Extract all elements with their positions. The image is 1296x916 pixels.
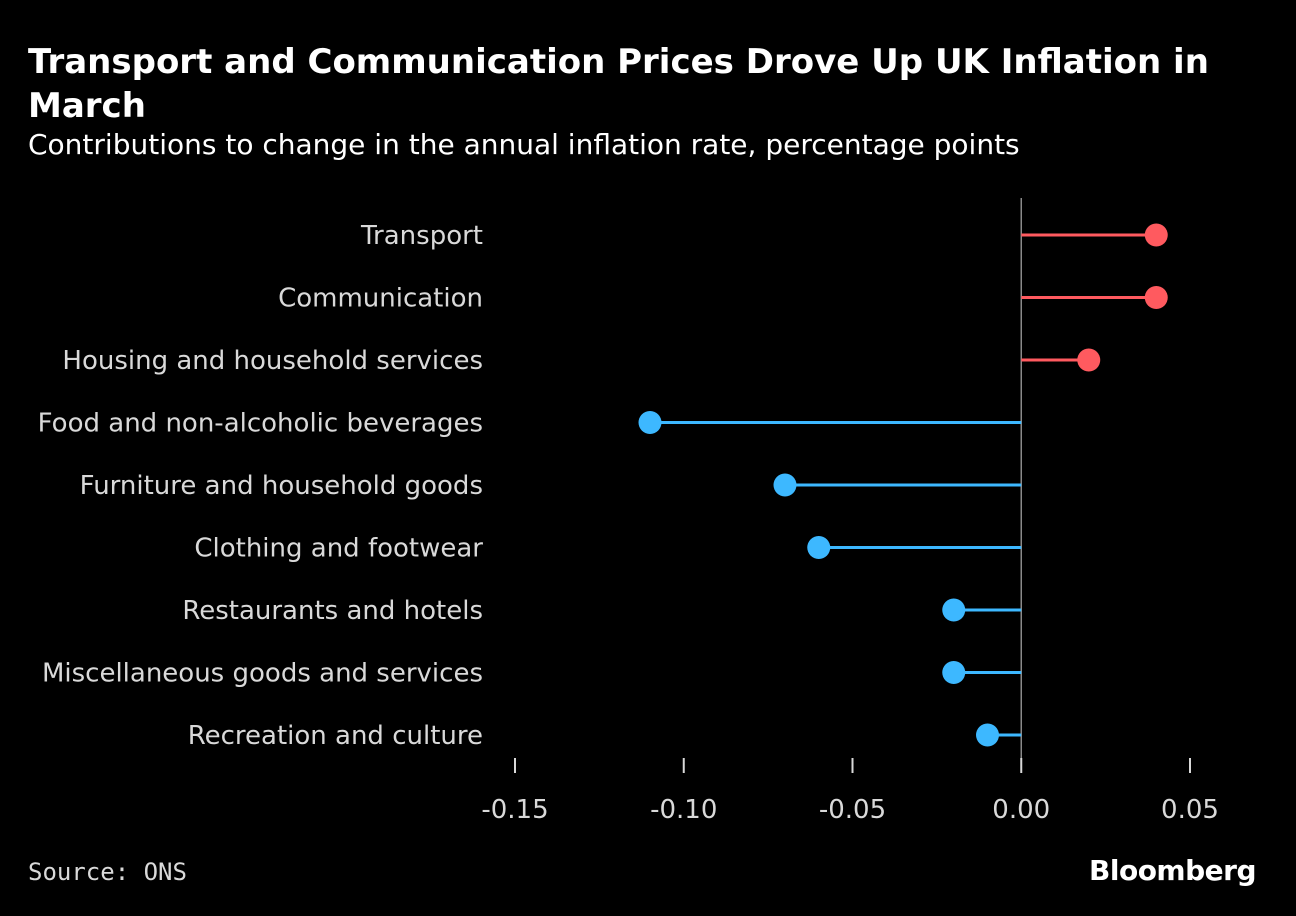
category-label: Communication — [278, 284, 483, 314]
x-tick-label: -0.05 — [819, 795, 886, 825]
lollipop-dot — [942, 598, 966, 622]
lollipop-dot — [976, 723, 999, 747]
category-label: Clothing and footwear — [194, 534, 483, 564]
lollipop-dot — [1144, 286, 1168, 309]
chart-title: Transport and Communication Prices Drove… — [28, 42, 1209, 126]
lollipop-dot — [1077, 348, 1101, 372]
lollipop-dot — [638, 411, 662, 434]
x-tick-label: -0.15 — [481, 795, 548, 825]
category-label: Miscellaneous goods and services — [42, 659, 483, 689]
category-label: Housing and household services — [62, 346, 483, 376]
chart-subtitle: Contributions to change in the annual in… — [28, 128, 1020, 161]
category-label: Furniture and household goods — [80, 471, 483, 501]
bloomberg-logo: Bloomberg — [1089, 854, 1256, 887]
x-tick-label: -0.10 — [650, 795, 717, 825]
category-label: Food and non-alcoholic beverages — [38, 409, 483, 439]
lollipop-dot — [942, 661, 966, 684]
lollipop-dot — [773, 473, 797, 497]
lollipop-dot — [1144, 223, 1168, 247]
category-label: Recreation and culture — [188, 721, 483, 751]
x-tick-label: 0.05 — [1161, 795, 1219, 825]
category-label: Transport — [360, 221, 483, 251]
x-tick-label: 0.00 — [992, 795, 1050, 825]
lollipop-dot — [807, 536, 831, 559]
source-note: Source: ONS — [28, 858, 187, 886]
category-label: Restaurants and hotels — [182, 596, 483, 626]
